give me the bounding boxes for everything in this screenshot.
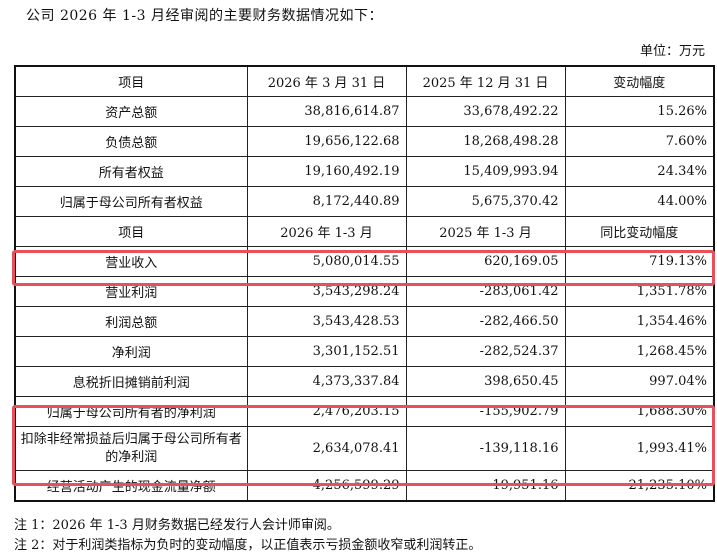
change-cell: 1,268.45% [564,336,715,367]
value-cell: 19,656,122.68 [246,126,407,157]
value-cell: 620,169.05 [405,246,566,277]
change-cell: 7.60% [564,126,715,157]
change-cell: 997.04% [564,366,715,397]
value-cell: 18,268,498.28 [405,126,566,157]
header-cell: 变动幅度 [564,65,715,97]
change-cell: 21,235.10% [564,470,715,502]
table-row: 归属于母公司所有者权益 8,172,440.89 5,675,370.42 44… [14,186,715,217]
header-cell: 2025 年 1-3 月 [405,216,566,247]
item-cell: 所有者权益 [14,156,248,187]
table-row: 营业利润 3,543,298.24 -283,061.42 1,351.78% [14,276,715,307]
value-cell: -283,061.42 [405,276,566,307]
table-row: 息税折旧摊销前利润 4,373,337.84 398,650.45 997.04… [14,366,715,397]
item-cell: 扣除非经常损益后归属于母公司所有者的净利润 [14,426,248,471]
intro-text: 公司 2026 年 1-3 月经审阅的主要财务数据情况如下： [26,8,383,24]
table-row: 经营活动产生的现金流量净额 4,256,599.29 19,951.16 21,… [14,470,715,502]
change-cell: 1,354.46% [564,306,715,337]
change-cell: 44.00% [564,186,715,217]
header-cell: 项目 [14,65,248,97]
item-cell: 利润总额 [14,306,248,337]
notes: 注 1：2026 年 1-3 月财务数据已经发行人会计师审阅。 注 2：对于利润… [14,516,481,556]
value-cell: 5,080,014.55 [246,246,407,277]
header-cell: 项目 [14,216,248,247]
value-cell: -139,118.16 [405,426,566,471]
value-cell: 398,650.45 [405,366,566,397]
value-cell: 15,409,993.94 [405,156,566,187]
header-cell: 2025 年 12 月 31 日 [405,65,566,97]
unit-label: 单位：万元 [639,44,705,59]
table-row: 利润总额 3,543,428.53 -282,466.50 1,354.46% [14,306,715,337]
value-cell: 2,476,203.15 [246,396,407,427]
value-cell: 3,543,298.24 [246,276,407,307]
item-cell: 营业收入 [14,246,248,277]
change-cell: 1,993.41% [564,426,715,471]
item-cell: 资产总额 [14,96,248,127]
value-cell: 38,816,614.87 [246,96,407,127]
item-cell: 营业利润 [14,276,248,307]
financial-table: 项目 2026 年 3 月 31 日 2025 年 12 月 31 日 变动幅度… [14,65,715,502]
change-cell: 1,688.30% [564,396,715,427]
header-cell: 2026 年 1-3 月 [246,216,407,247]
table-row: 负债总额 19,656,122.68 18,268,498.28 7.60% [14,126,715,157]
value-cell: 19,951.16 [405,470,566,502]
table-row: 归属于母公司所有者的净利润 2,476,203.15 -155,902.79 1… [14,396,715,427]
table-row: 营业收入 5,080,014.55 620,169.05 719.13% [14,246,715,277]
value-cell: 3,543,428.53 [246,306,407,337]
table-row: 资产总额 38,816,614.87 33,678,492.22 15.26% [14,96,715,127]
value-cell: 8,172,440.89 [246,186,407,217]
value-cell: 5,675,370.42 [405,186,566,217]
item-cell: 负债总额 [14,126,248,157]
change-cell: 719.13% [564,246,715,277]
value-cell: 3,301,152.51 [246,336,407,367]
change-cell: 15.26% [564,96,715,127]
item-cell: 归属于母公司所有者权益 [14,186,248,217]
change-cell: 1,351.78% [564,276,715,307]
item-cell: 归属于母公司所有者的净利润 [14,396,248,427]
note-1: 注 1：2026 年 1-3 月财务数据已经发行人会计师审阅。 [14,518,340,533]
table-row: 净利润 3,301,152.51 -282,524.37 1,268.45% [14,336,715,367]
header-cell: 同比变动幅度 [564,216,715,247]
value-cell: -282,524.37 [405,336,566,367]
table-row: 扣除非经常损益后归属于母公司所有者的净利润 2,634,078.41 -139,… [14,426,715,471]
item-cell: 经营活动产生的现金流量净额 [14,470,248,502]
value-cell: 4,373,337.84 [246,366,407,397]
value-cell: -155,902.79 [405,396,566,427]
value-cell: 19,160,492.19 [246,156,407,187]
value-cell: 33,678,492.22 [405,96,566,127]
value-cell: -282,466.50 [405,306,566,337]
item-cell: 息税折旧摊销前利润 [14,366,248,397]
value-cell: 2,634,078.41 [246,426,407,471]
balance-header-row: 项目 2026 年 3 月 31 日 2025 年 12 月 31 日 变动幅度 [14,65,715,97]
table-row: 所有者权益 19,160,492.19 15,409,993.94 24.34% [14,156,715,187]
value-cell: 4,256,599.29 [246,470,407,502]
note-2: 注 2：对于利润类指标为负时的变动幅度，以正值表示亏损金额收窄或利润转正。 [14,538,482,553]
header-cell: 2026 年 3 月 31 日 [246,65,407,97]
change-cell: 24.34% [564,156,715,187]
item-cell: 净利润 [14,336,248,367]
income-header-row: 项目 2026 年 1-3 月 2025 年 1-3 月 同比变动幅度 [14,216,715,247]
